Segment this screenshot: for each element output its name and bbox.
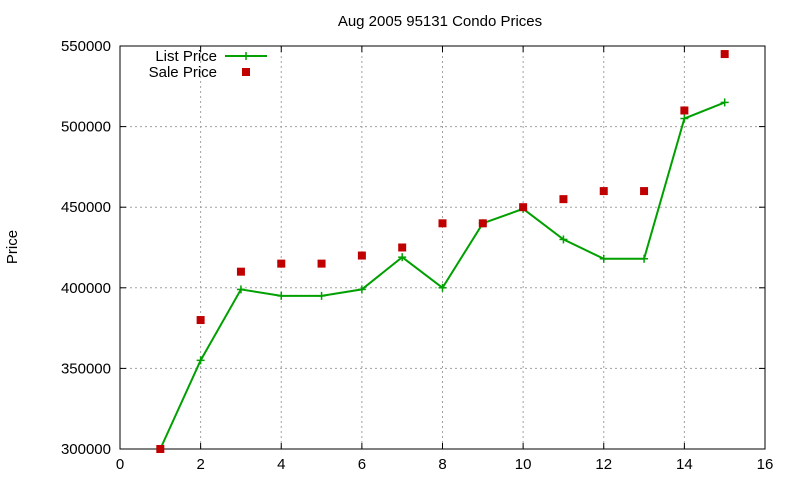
y-tick-label: 300000 [61, 441, 111, 458]
y-tick-label: 400000 [61, 280, 111, 297]
data-point [357, 251, 366, 260]
data-point [478, 219, 487, 228]
series-sale-price [156, 50, 729, 453]
x-tick-label: 12 [595, 456, 612, 473]
x-tick-label: 8 [438, 456, 446, 473]
data-point [559, 235, 568, 244]
data-point [277, 259, 286, 268]
data-point [317, 291, 326, 300]
data-point [196, 356, 205, 365]
data-point [559, 195, 568, 204]
axis-ticks: 0 2 4 6 8 10 12 14 16 300000 350000 400000 450000 500… [61, 38, 773, 473]
data-point [398, 243, 407, 252]
data-point [640, 187, 649, 196]
data-series [156, 50, 729, 453]
data-point [236, 267, 245, 276]
data-point [156, 445, 165, 453]
data-point [236, 285, 245, 294]
data-point [398, 253, 407, 262]
data-point [599, 187, 608, 196]
x-tick-label: 14 [676, 456, 693, 473]
legend-swatch [242, 68, 250, 76]
x-tick-label: 10 [515, 456, 532, 473]
y-tick-label: 450000 [61, 199, 111, 216]
data-point [680, 106, 689, 115]
y-tick-label: 500000 [61, 119, 111, 136]
x-tick-label: 0 [116, 456, 124, 473]
chart-title: Aug 2005 95131 Condo Prices [338, 13, 542, 30]
x-tick-label: 6 [358, 456, 366, 473]
data-point [640, 254, 649, 263]
grid [120, 46, 765, 449]
x-tick-label: 16 [757, 456, 774, 473]
data-point [277, 291, 286, 300]
legend-label: List Price [155, 48, 217, 65]
data-point [599, 254, 608, 263]
legend-marker [242, 52, 250, 60]
data-point [680, 114, 689, 123]
data-point [357, 285, 366, 294]
y-tick-label: 550000 [61, 38, 111, 55]
data-point [720, 98, 729, 107]
legend-label: Sale Price [149, 64, 217, 81]
legend-item: Sale Price [149, 64, 250, 81]
legend-item: List Price [155, 48, 267, 65]
data-point [438, 219, 447, 228]
y-tick-label: 350000 [61, 360, 111, 377]
data-point [720, 50, 729, 59]
x-tick-label: 2 [196, 456, 204, 473]
data-point [317, 259, 326, 268]
data-point [519, 203, 528, 212]
y-axis-label: Price [4, 230, 21, 264]
x-tick-label: 4 [277, 456, 285, 473]
data-point [438, 283, 447, 292]
data-point [196, 316, 205, 325]
